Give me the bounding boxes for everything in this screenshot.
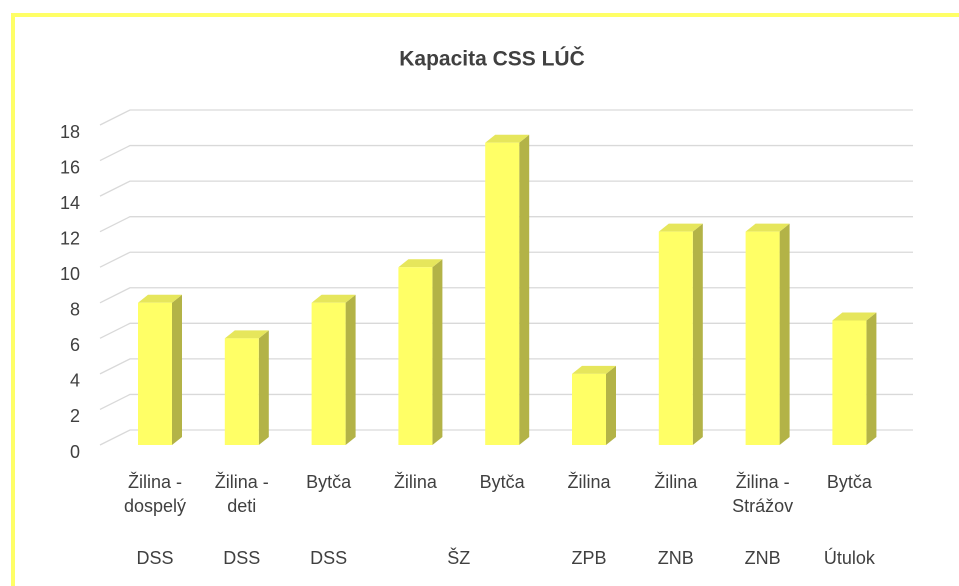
bar — [138, 294, 182, 445]
grid-line — [99, 109, 913, 126]
bar — [745, 223, 790, 445]
bar-front — [224, 338, 259, 445]
group-label: ZNB — [744, 548, 781, 568]
grid-line — [99, 358, 913, 375]
x-tick-label: Žilina - dospelý — [123, 472, 187, 516]
group-label: ZNB — [657, 548, 694, 568]
bar-top — [745, 223, 790, 232]
y-tick-label: 14 — [60, 193, 80, 213]
x-tick-label: Bytča — [479, 472, 525, 492]
bar — [311, 294, 356, 445]
y-tick-label: 16 — [60, 157, 80, 177]
chart-title: Kapacita CSS LÚČ — [399, 47, 585, 71]
grid-line — [99, 429, 913, 446]
group-label: ŠZ — [447, 548, 471, 568]
bar-side — [606, 365, 616, 445]
bar — [572, 365, 616, 445]
bar-front — [398, 267, 433, 445]
bar-front — [138, 302, 172, 445]
grid-line — [99, 216, 913, 233]
y-tick-label: 8 — [70, 300, 80, 320]
x-tick-label: Žilina - deti — [214, 472, 269, 516]
bar-front — [745, 231, 780, 445]
bar-side — [692, 223, 703, 445]
bar-top — [572, 365, 616, 374]
bar-front — [658, 231, 693, 445]
grid-line — [99, 322, 913, 339]
bar-front — [311, 302, 346, 445]
grid-line — [99, 144, 913, 162]
group-label: Útulok — [823, 548, 875, 568]
bar-side — [519, 134, 530, 445]
bar-front — [832, 320, 867, 445]
y-tick-label: 6 — [70, 335, 80, 355]
chart-border — [11, 13, 959, 586]
bar-front — [572, 373, 606, 445]
bar-top — [138, 294, 182, 303]
bar-side — [866, 312, 877, 445]
bar-side — [779, 223, 790, 445]
x-tick-label: Žilina — [654, 472, 698, 492]
group-label: DSS — [223, 548, 261, 568]
grid-line — [99, 180, 913, 197]
bar-top — [485, 134, 530, 143]
y-tick-label: 18 — [60, 122, 80, 142]
bar-side — [432, 259, 443, 445]
bar — [398, 259, 443, 445]
bar — [658, 223, 703, 445]
y-tick-label: 0 — [70, 442, 80, 462]
group-label: DSS — [136, 548, 174, 568]
bar-side — [172, 294, 182, 445]
x-tick-label: Žilina - Strážov — [732, 472, 794, 516]
x-tick-label: Bytča — [306, 472, 352, 492]
bar-side — [258, 330, 269, 445]
x-tick-label: Žilina — [567, 472, 611, 492]
x-tick-label: Žilina — [393, 472, 437, 492]
y-tick-label: 12 — [60, 228, 80, 248]
grid-line — [99, 287, 913, 304]
bar-top — [224, 330, 269, 339]
y-tick-label: 10 — [60, 264, 80, 284]
grid-line — [99, 251, 913, 268]
bar — [224, 330, 269, 445]
y-tick-label: 4 — [70, 371, 80, 391]
bar-front — [485, 142, 520, 445]
bar-top — [311, 294, 356, 303]
y-tick-label: 2 — [70, 406, 80, 426]
x-tick-label: Bytča — [826, 472, 872, 492]
bar-top — [658, 223, 703, 232]
bar-top — [398, 259, 443, 268]
bar-top — [832, 312, 877, 321]
bar — [485, 134, 530, 445]
grid-line — [99, 393, 913, 411]
group-label: ZPB — [571, 548, 607, 568]
bar-side — [345, 294, 356, 445]
group-label: DSS — [310, 548, 348, 568]
bar — [832, 312, 877, 445]
